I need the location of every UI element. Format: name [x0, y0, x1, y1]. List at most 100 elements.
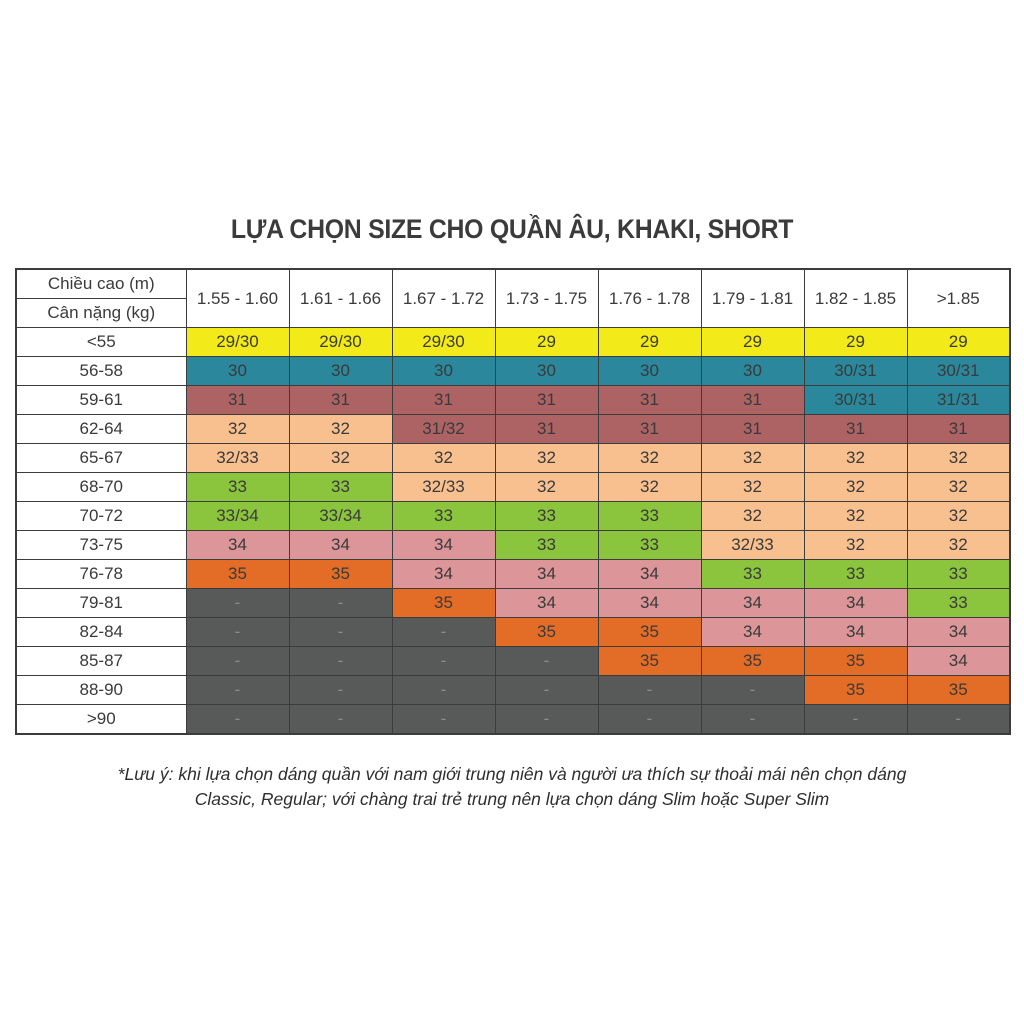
size-cell: - — [391, 675, 496, 705]
size-cell: 35 — [906, 675, 1011, 705]
weight-range-label: 88-90 — [15, 675, 187, 705]
table-row: 76-78 35 35 34 34 34 33 33 33 — [15, 559, 1011, 589]
size-cell: 31 — [391, 385, 496, 415]
weight-range-label: 85-87 — [15, 646, 187, 676]
size-cell: 32 — [906, 472, 1011, 502]
weight-range-label: 82-84 — [15, 617, 187, 647]
page-title: LỰA CHỌN SIZE CHO QUẦN ÂU, KHAKI, SHORT — [230, 214, 794, 244]
size-cell: 33 — [906, 588, 1011, 618]
table-row: 82-84- - -35 35 34 34 34 — [15, 617, 1011, 647]
size-cell: 34 — [803, 617, 908, 647]
size-cell: 35 — [391, 588, 496, 618]
size-cell: 32 — [803, 530, 908, 560]
size-cell: 34 — [803, 588, 908, 618]
size-cell: 32 — [597, 472, 702, 502]
size-cell: 30/31 — [906, 356, 1011, 386]
size-cell: 32 — [494, 443, 599, 473]
weight-range-label: 70-72 — [15, 501, 187, 531]
footnote-line-1: *Lưu ý: khi lựa chọn dáng quần với nam g… — [117, 764, 907, 784]
size-cell: 32 — [803, 501, 908, 531]
size-cell: 34 — [700, 617, 805, 647]
height-range-header: 1.67 - 1.72 — [391, 268, 496, 328]
size-cell: 35 — [597, 617, 702, 647]
size-cell: 32/33 — [391, 472, 496, 502]
size-cell: - — [185, 617, 290, 647]
size-cell: 30 — [288, 356, 393, 386]
size-cell: 32 — [185, 414, 290, 444]
table-row: 65-67 32/33 32 32 32 32 32 32 32 — [15, 443, 1011, 473]
size-cell: - — [185, 704, 290, 735]
table-row: 62-64 32 32 31/32 31 31 31 31 31 — [15, 414, 1011, 444]
size-cell: 35 — [803, 675, 908, 705]
size-cell: 32 — [288, 443, 393, 473]
size-cell: - — [494, 704, 599, 735]
size-cell: 32 — [700, 443, 805, 473]
size-cell: 30 — [391, 356, 496, 386]
size-cell: - — [288, 588, 393, 618]
size-cell: 31 — [700, 385, 805, 415]
size-cell: 35 — [597, 646, 702, 676]
table-row: 79-81- -35 34 34 34 34 33 — [15, 588, 1011, 618]
table-row: <55 29/30 29/30 29/30 29 29 29 29 29 — [15, 327, 1011, 357]
size-cell: 31 — [803, 414, 908, 444]
size-cell: 34 — [391, 559, 496, 589]
size-cell: 33 — [700, 559, 805, 589]
size-cell: - — [700, 675, 805, 705]
size-cell: 31 — [906, 414, 1011, 444]
size-cell: 31/31 — [906, 385, 1011, 415]
table-row: 88-90- - - - - -35 35 — [15, 675, 1011, 705]
header-row-1: Chiều cao (m) 1.55 - 1.60 1.61 - 1.66 1.… — [15, 268, 1011, 328]
size-cell: 34 — [288, 530, 393, 560]
size-cell: 32/33 — [185, 443, 290, 473]
size-cell: - — [391, 646, 496, 676]
table-row: >90- - - - - - - - — [15, 704, 1011, 735]
table-row: 70-72 33/34 33/34 33 33 33 32 32 32 — [15, 501, 1011, 531]
size-cell: 33 — [597, 501, 702, 531]
size-cell: 32 — [288, 414, 393, 444]
size-cell: 30/31 — [803, 356, 908, 386]
size-cell: - — [597, 704, 702, 735]
size-cell: 32 — [700, 472, 805, 502]
size-cell: 34 — [494, 559, 599, 589]
size-cell: - — [185, 588, 290, 618]
weight-range-label: 73-75 — [15, 530, 187, 560]
size-cell: 29 — [597, 327, 702, 357]
size-cell: 30 — [185, 356, 290, 386]
size-cell: - — [185, 646, 290, 676]
size-cell: - — [803, 704, 908, 735]
footnote: *Lưu ý: khi lựa chọn dáng quần với nam g… — [0, 762, 1024, 812]
weight-range-label: <55 — [15, 327, 187, 357]
size-cell: 33 — [494, 530, 599, 560]
size-cell: 31 — [597, 414, 702, 444]
size-cell: - — [288, 646, 393, 676]
size-cell: 33/34 — [288, 501, 393, 531]
size-cell: 32/33 — [700, 530, 805, 560]
size-cell: 32 — [494, 472, 599, 502]
size-cell: - — [494, 646, 599, 676]
size-cell: - — [906, 704, 1011, 735]
size-cell: 34 — [700, 588, 805, 618]
size-cell: 34 — [906, 617, 1011, 647]
height-range-header: 1.61 - 1.66 — [288, 268, 393, 328]
size-cell: 30 — [597, 356, 702, 386]
table-row: 56-58 30 30 30 30 30 30 30/31 30/31 — [15, 356, 1011, 386]
size-cell: 29/30 — [185, 327, 290, 357]
table-row: 59-61 31 31 31 31 31 31 30/31 31/31 — [15, 385, 1011, 415]
size-cell: 31 — [700, 414, 805, 444]
size-cell: - — [597, 675, 702, 705]
size-cell: 32 — [803, 472, 908, 502]
size-cell: 29 — [700, 327, 805, 357]
size-cell: - — [288, 617, 393, 647]
height-range-header: 1.73 - 1.75 — [494, 268, 599, 328]
size-cell: 32 — [803, 443, 908, 473]
table-row: 68-70 33 33 32/33 32 32 32 32 32 — [15, 472, 1011, 502]
table-row: 73-75 34 34 34 33 33 32/33 32 32 — [15, 530, 1011, 560]
size-cell: 29 — [906, 327, 1011, 357]
weight-range-label: >90 — [15, 704, 187, 735]
size-cell: 31 — [185, 385, 290, 415]
size-cell: 32 — [597, 443, 702, 473]
size-cell: 33 — [288, 472, 393, 502]
size-cell: 35 — [494, 617, 599, 647]
size-cell: - — [391, 704, 496, 735]
size-cell: 34 — [185, 530, 290, 560]
